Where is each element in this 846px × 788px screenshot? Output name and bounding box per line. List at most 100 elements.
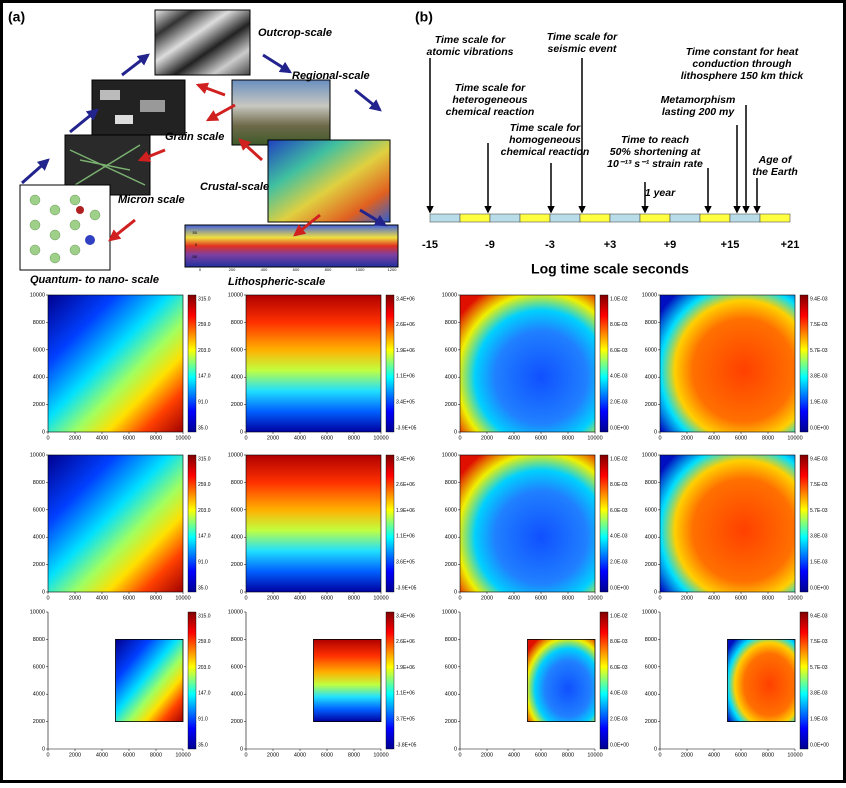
x-tick-label: 6000: [321, 595, 333, 601]
colorbar-label: 3.7E+05: [396, 717, 415, 723]
colorbar-label: 259.0: [198, 322, 211, 328]
y-tick-label: 8000: [231, 320, 243, 326]
y-tick-label: 10000: [642, 452, 657, 458]
plot-frame: [47, 454, 184, 593]
y-tick-label: 4000: [231, 375, 243, 381]
y-tick-label: 10000: [642, 292, 657, 298]
event-label: conduction through: [692, 58, 791, 70]
time-tick-label: +21: [781, 239, 800, 251]
scale-label: Outcrop-scale: [258, 27, 332, 39]
colorbar-label: 315.0: [198, 456, 211, 462]
y-tick-label: 6000: [445, 507, 457, 513]
inset-tick: 600: [293, 267, 300, 272]
time-bar-segment: [579, 213, 611, 223]
x-tick-label: 2000: [481, 595, 493, 601]
contour-field: [246, 295, 381, 432]
time-bar-segment: [729, 213, 761, 223]
y-tick-label: 10000: [30, 452, 45, 458]
y-tick-label: 0: [42, 589, 45, 595]
y-tick-label: 2000: [445, 562, 457, 568]
inset-tick: -50: [191, 254, 198, 259]
colorbar-label: 9.4E-03: [810, 456, 828, 462]
y-tick-label: 6000: [33, 507, 45, 513]
x-tick-label: 0: [46, 595, 49, 601]
x-tick-label: 6000: [535, 595, 547, 601]
y-tick-label: 10000: [642, 609, 657, 615]
time-bar-segment: [639, 213, 671, 223]
time-bar-segment: [519, 213, 551, 223]
x-tick-label: 8000: [150, 435, 162, 441]
y-tick-label: 0: [240, 746, 243, 752]
colorbar: [385, 294, 395, 433]
y-tick-label: 6000: [645, 507, 657, 513]
y-tick-label: 8000: [445, 320, 457, 326]
colorbar: [799, 611, 809, 750]
y-tick-label: 8000: [445, 637, 457, 643]
y-tick-label: 8000: [445, 480, 457, 486]
colorbar-label: 0.0E+00: [610, 585, 629, 591]
y-tick-label: 4000: [645, 535, 657, 541]
x-tick-label: 10000: [373, 435, 388, 441]
event-label: seismic event: [548, 43, 617, 55]
event-label: lasting 200 my: [662, 106, 736, 118]
event-label: chemical reaction: [446, 106, 535, 118]
x-tick-label: 2000: [267, 752, 279, 758]
x-tick-label: 0: [658, 752, 661, 758]
scale-label: Grain scale: [165, 131, 224, 143]
x-tick-label: 6000: [535, 752, 547, 758]
y-tick-label: 0: [454, 429, 457, 435]
x-tick-label: 4000: [708, 752, 720, 758]
time-tick-label: -9: [485, 239, 495, 251]
x-tick-label: 2000: [681, 752, 693, 758]
colorbar-label: 1.9E+06: [396, 348, 415, 354]
inset-tick: 50: [193, 230, 198, 235]
event-label: Time to reach: [621, 134, 689, 146]
time-bar-segment: [489, 213, 521, 223]
x-tick-label: 2000: [267, 435, 279, 441]
inset-tick: 200: [229, 267, 236, 272]
event-label: Time scale for: [455, 82, 526, 94]
x-tick-label: 10000: [787, 752, 802, 758]
y-tick-label: 6000: [445, 347, 457, 353]
y-tick-label: 4000: [645, 692, 657, 698]
contour-field: [460, 455, 595, 592]
time-tick-label: -3: [545, 239, 555, 251]
event-label: Time scale for: [435, 34, 506, 46]
contour-field: [48, 295, 183, 432]
x-tick-label: 8000: [762, 435, 774, 441]
time-tick-label: +15: [721, 239, 740, 251]
event-label: heterogeneous: [452, 94, 527, 106]
colorbar-label: 2.0E-03: [610, 717, 628, 723]
x-tick-label: 2000: [681, 435, 693, 441]
colorbar-label: 35.0: [198, 585, 208, 591]
colorbar-label: 8.0E-03: [610, 639, 628, 645]
y-tick-label: 4000: [445, 692, 457, 698]
y-tick-label: 2000: [231, 562, 243, 568]
time-bar-segment: [669, 213, 701, 223]
colorbar-label: 1.0E-02: [610, 296, 628, 302]
x-tick-label: 4000: [96, 595, 108, 601]
event-label: 10⁻¹³ s⁻¹ strain rate: [607, 158, 703, 170]
x-tick-label: 10000: [787, 435, 802, 441]
colorbar-label: 2.0E-03: [610, 400, 628, 406]
y-tick-label: 4000: [445, 375, 457, 381]
x-tick-label: 10000: [175, 435, 190, 441]
axis-title: Log time scale seconds: [531, 261, 689, 277]
inset-tick: 0: [199, 267, 202, 272]
colorbar-label: 2.6E+06: [396, 639, 415, 645]
x-tick-label: 8000: [562, 435, 574, 441]
y-tick-label: 0: [454, 746, 457, 752]
x-tick-label: 8000: [762, 595, 774, 601]
x-tick-label: 6000: [735, 435, 747, 441]
colorbar-label: 3.8E-03: [810, 691, 828, 697]
event-label: 1 year: [645, 187, 676, 199]
contour-field: [246, 455, 381, 592]
plot-frame: [459, 294, 596, 433]
x-tick-label: 2000: [267, 595, 279, 601]
contour-field: [727, 639, 796, 723]
colorbar-label: 0.0E+00: [810, 742, 829, 748]
time-bar-segment: [429, 213, 461, 223]
x-tick-label: 6000: [735, 595, 747, 601]
y-tick-label: 8000: [33, 637, 45, 643]
